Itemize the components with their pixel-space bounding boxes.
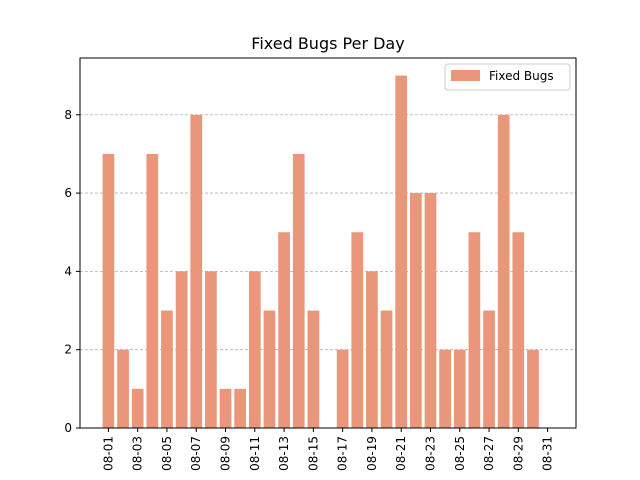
x-tick-label: 08-09 [219,436,233,471]
bar-08-02 [117,349,129,428]
y-tick-label: 8 [64,108,72,122]
bar-08-18 [351,232,364,428]
bar-08-04 [146,153,159,429]
bar-08-03 [131,388,144,428]
legend: Fixed Bugs [444,63,571,91]
y-tick-label: 2 [64,343,72,357]
x-tick-label: 08-17 [336,436,350,471]
chart-title: Fixed Bugs Per Day [251,34,404,53]
bar-08-13 [278,232,290,428]
y-axis: 0 2 4 6 8 [64,108,80,435]
bar-08-17 [336,349,349,428]
x-tick-label: 08-21 [394,436,408,471]
bar-08-19 [366,271,378,428]
bar-08-14 [292,153,305,429]
x-tick-label: 08-01 [101,436,115,471]
bar-08-30 [527,349,539,428]
bar-08-20 [380,310,393,428]
bar-08-28 [497,114,510,428]
x-tick-label: 08-27 [482,436,496,471]
bars [102,75,539,429]
bar-08-29 [512,232,525,428]
bar-08-05 [161,310,173,428]
y-tick-label: 0 [64,421,72,435]
x-tick-label: 08-25 [453,436,467,471]
x-tick-label: 08-07 [189,436,203,471]
bar-08-15 [307,310,320,428]
bar-08-26 [468,232,481,428]
x-tick-label: 08-11 [248,436,262,471]
x-tick-label: 08-13 [277,436,291,471]
x-tick-label: 08-03 [131,436,145,471]
bar-08-06 [175,271,188,428]
bar-08-07 [190,114,203,428]
bar-08-09 [219,388,232,428]
x-tick-label: 08-15 [306,436,320,471]
legend-label: Fixed Bugs [489,69,554,83]
x-tick-label: 08-31 [541,436,555,471]
bar-08-22 [409,193,422,428]
bar-08-01 [102,153,115,429]
bar-08-10 [234,388,247,428]
bar-08-23 [424,193,437,428]
bar-08-21 [395,75,408,428]
bar-08-25 [453,349,466,428]
x-tick-label: 08-05 [160,436,174,471]
x-tick-label: 08-23 [423,436,437,471]
x-tick-label: 08-19 [365,436,379,471]
bar-08-12 [263,310,276,428]
x-tick-label: 08-29 [511,436,525,471]
legend-swatch [451,70,480,81]
bar-08-24 [439,349,451,428]
bar-08-08 [205,271,217,428]
x-axis: 08-01 08-03 08-05 08-07 08-09 08-11 08-13 08-15… [101,428,555,471]
bar-08-27 [483,310,495,428]
plot-frame [79,57,577,429]
y-tick-label: 6 [64,186,72,200]
bar-08-11 [248,271,261,428]
y-tick-label: 4 [64,264,72,278]
